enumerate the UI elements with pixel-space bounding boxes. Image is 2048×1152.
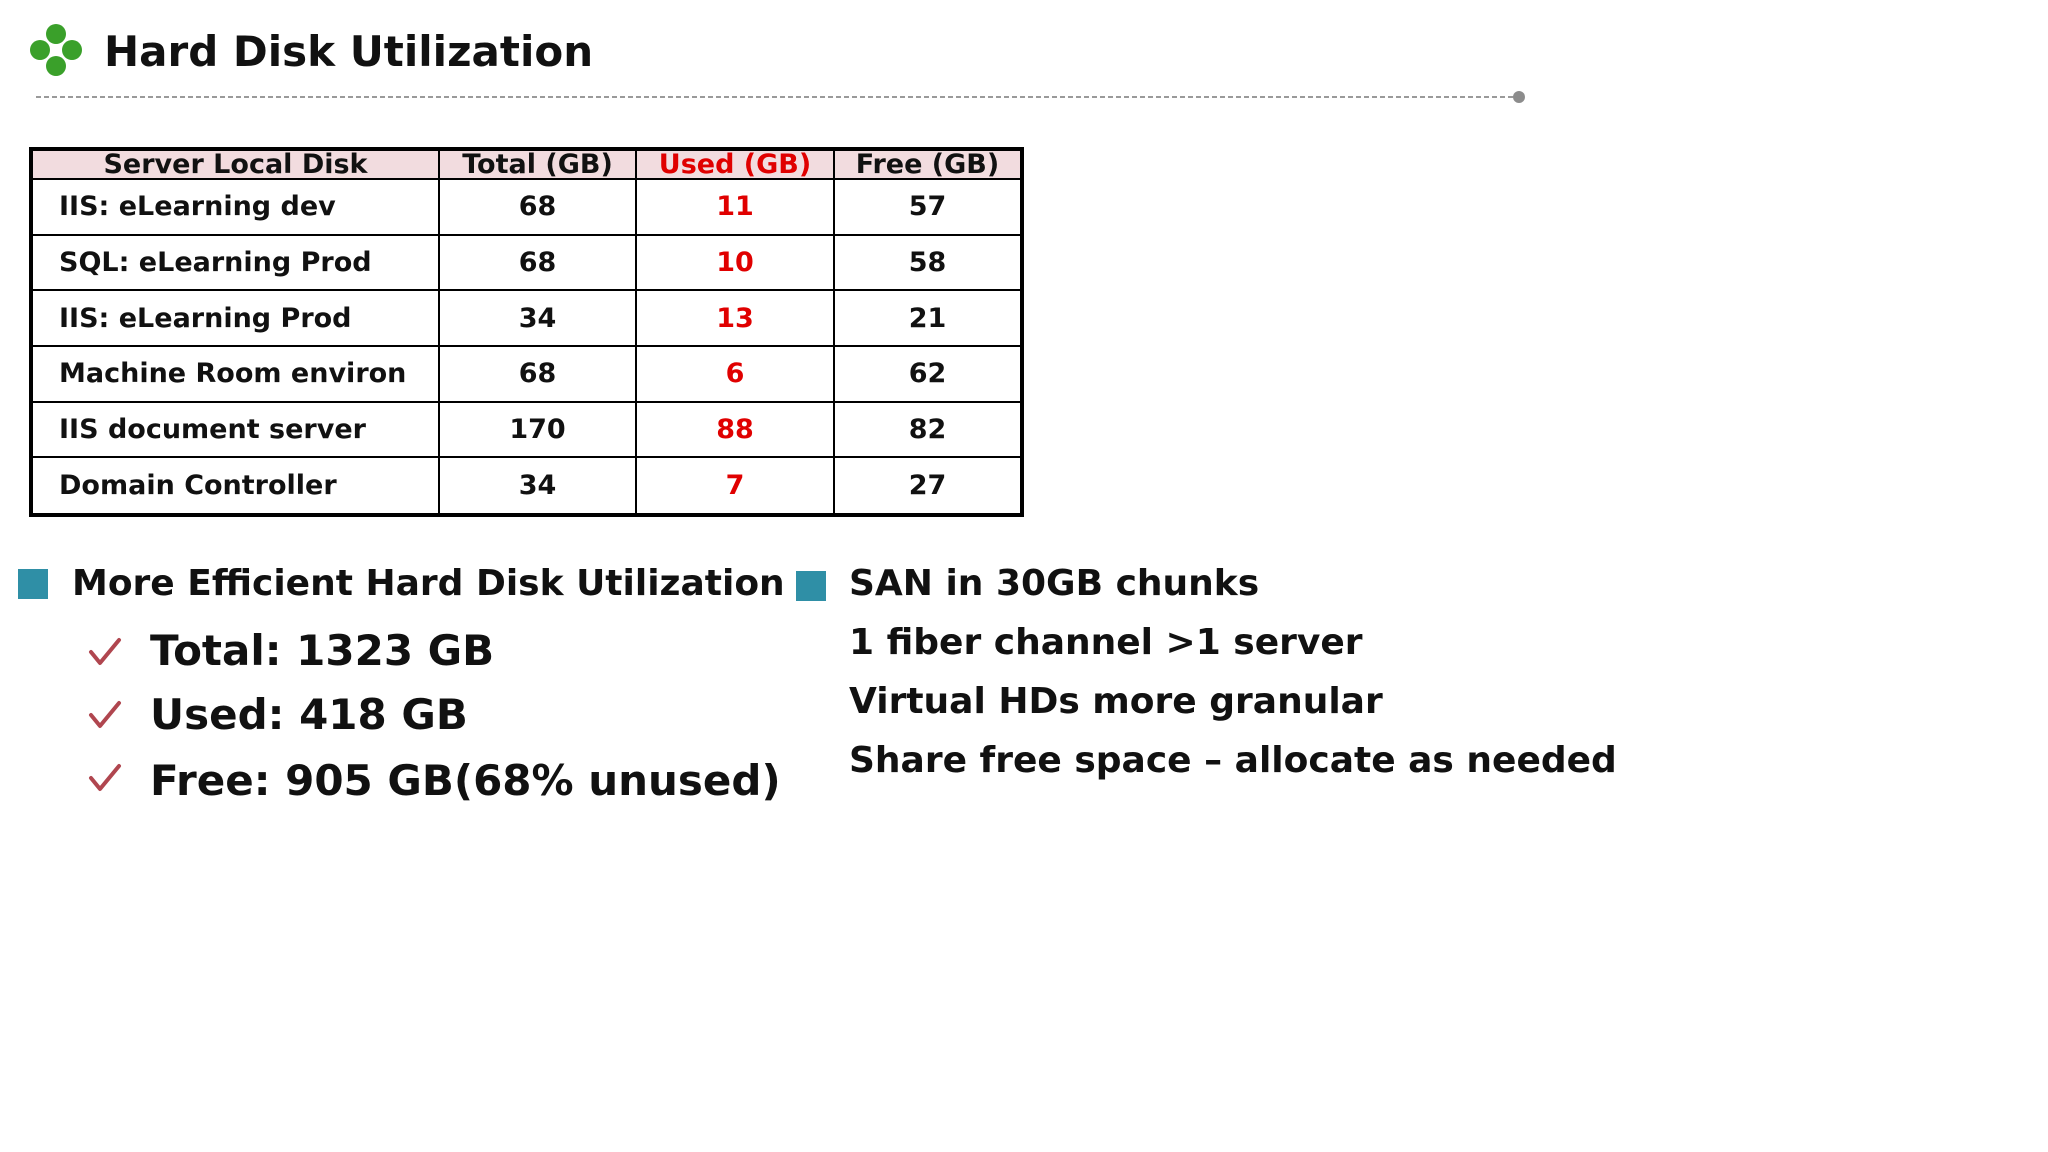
cell-used: 7 <box>635 456 835 516</box>
cell-used: 10 <box>635 233 835 292</box>
cell-total: 68 <box>438 233 637 292</box>
column-header-server: Server Local Disk <box>30 148 440 180</box>
table-row: IIS document server 170 88 82 <box>30 400 1023 459</box>
right-panel-line: 1 fiber channel >1 server <box>849 622 1363 663</box>
table-row: Machine Room environ 68 6 62 <box>30 345 1023 403</box>
cell-free: 27 <box>833 456 1023 516</box>
total-summary: Total: 1323 GB <box>150 626 495 675</box>
cell-free: 58 <box>833 233 1023 292</box>
cell-used: 13 <box>635 289 835 348</box>
cell-used: 6 <box>635 345 835 403</box>
cell-server: IIS document server <box>30 400 440 459</box>
column-header-used: Used (GB) <box>635 148 835 180</box>
cell-used: 88 <box>635 400 835 459</box>
checkmark-icon <box>89 638 121 665</box>
table-row: Domain Controller 34 7 27 <box>30 456 1023 516</box>
square-bullet-icon <box>18 569 48 599</box>
cell-free: 82 <box>833 400 1023 459</box>
left-panel-heading: More Efficient Hard Disk Utilization <box>72 563 785 604</box>
cell-total: 170 <box>438 400 637 459</box>
right-panel-heading: SAN in 30GB chunks <box>849 563 1260 604</box>
right-panel-line: Share free space – allocate as needed <box>849 740 1617 781</box>
cell-total: 34 <box>438 289 637 348</box>
cell-total: 68 <box>438 178 637 236</box>
column-header-free: Free (GB) <box>833 148 1023 180</box>
title-divider <box>36 91 1525 103</box>
four-green-circles-icon <box>30 24 82 76</box>
cell-free: 62 <box>833 345 1023 403</box>
table-row: IIS: eLearning Prod 34 13 21 <box>30 289 1023 348</box>
cell-server: Machine Room environ <box>30 345 440 403</box>
used-summary: Used: 418 GB <box>150 690 468 739</box>
cell-used: 11 <box>635 178 835 236</box>
cell-total: 68 <box>438 345 637 403</box>
table-header-row: Server Local Disk Total (GB) Used (GB) F… <box>30 148 1023 180</box>
page-title: Hard Disk Utilization <box>104 27 594 76</box>
cell-free: 21 <box>833 289 1023 348</box>
cell-server: Domain Controller <box>30 456 440 516</box>
table-row: IIS: eLearning dev 68 11 57 <box>30 178 1023 236</box>
free-summary: Free: 905 GB(68% unused) <box>150 756 781 805</box>
column-header-total: Total (GB) <box>438 148 637 180</box>
checkmark-icon <box>89 764 121 791</box>
right-panel-line: Virtual HDs more granular <box>849 681 1383 722</box>
square-bullet-icon <box>796 571 826 601</box>
checkmark-icon <box>89 701 121 728</box>
cell-server: IIS: eLearning dev <box>30 178 440 236</box>
cell-total: 34 <box>438 456 637 516</box>
cell-free: 57 <box>833 178 1023 236</box>
cell-server: IIS: eLearning Prod <box>30 289 440 348</box>
table-row: SQL: eLearning Prod 68 10 58 <box>30 233 1023 292</box>
cell-server: SQL: eLearning Prod <box>30 233 440 292</box>
disk-utilization-table: Server Local Disk Total (GB) Used (GB) F… <box>29 147 1024 517</box>
